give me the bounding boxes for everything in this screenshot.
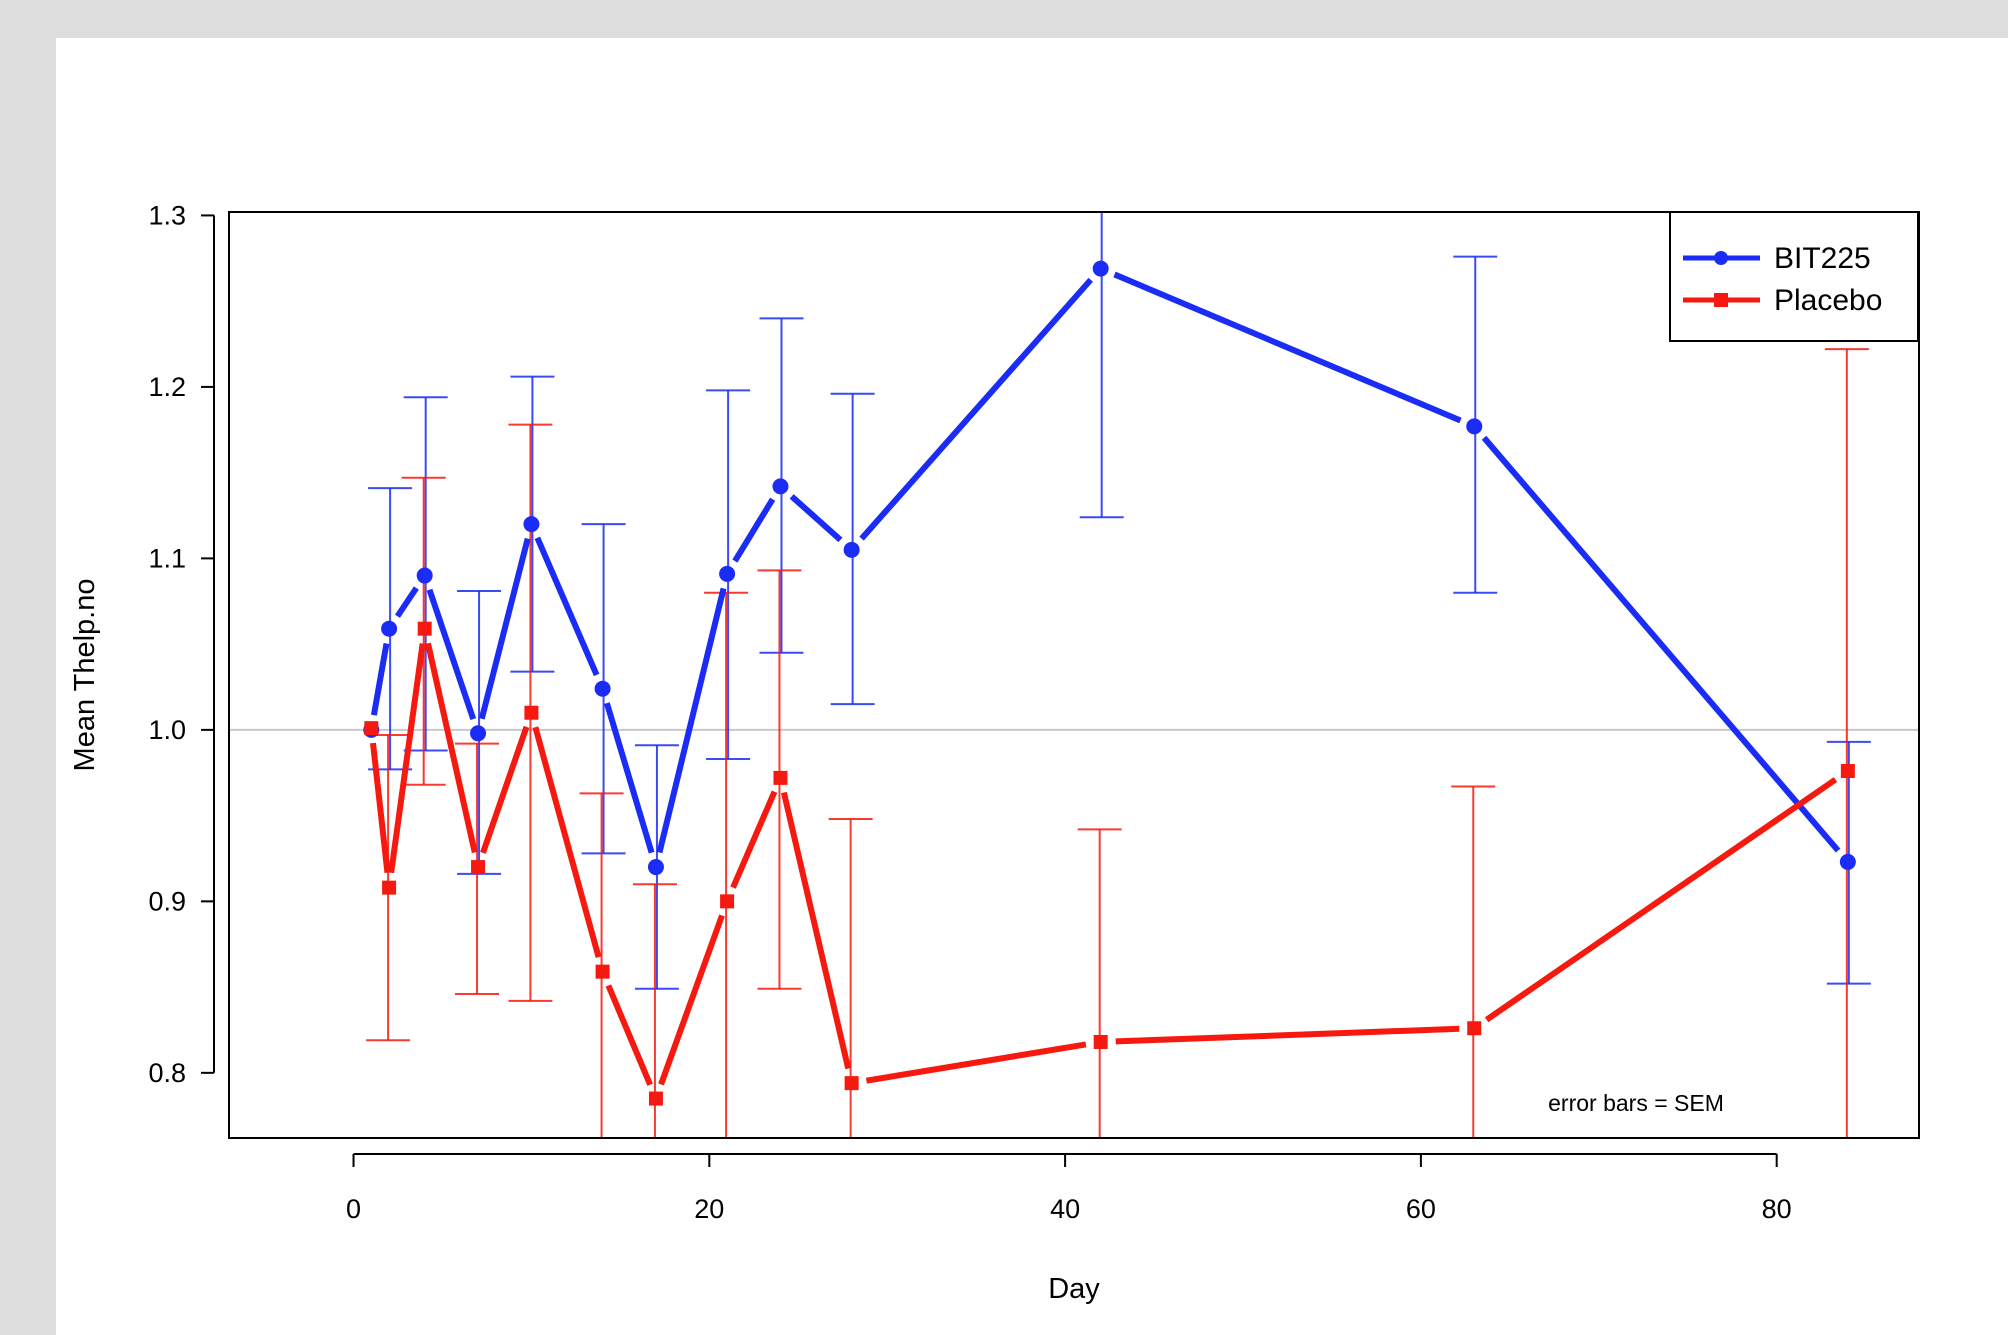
series-line-bit225 (732, 497, 776, 563)
y-tick-label: 1.2 (148, 372, 186, 402)
x-tick-label: 20 (694, 1194, 724, 1224)
legend-marker-placebo (1714, 293, 1728, 307)
y-tick-label: 0.8 (148, 1058, 186, 1088)
series-line-placebo (658, 914, 725, 1086)
x-tick-label: 0 (346, 1194, 361, 1224)
error-bars-note: error bars = SEM (1548, 1090, 1724, 1116)
series-line-placebo (369, 742, 391, 874)
point-placebo (382, 880, 397, 895)
point-placebo (1840, 764, 1855, 779)
series-line-placebo (388, 643, 426, 874)
y-tick-label: 0.9 (148, 886, 186, 916)
series-line-placebo (865, 1041, 1087, 1084)
series-line-placebo (780, 791, 852, 1070)
x-tick-label: 40 (1050, 1194, 1080, 1224)
point-bit225 (1092, 260, 1109, 277)
series-line-bit225 (1113, 271, 1462, 424)
point-placebo (773, 770, 788, 785)
series-line-bit225 (370, 642, 390, 716)
point-bit225 (719, 565, 736, 582)
point-bit225 (594, 680, 611, 697)
point-placebo (648, 1091, 663, 1106)
point-bit225 (470, 725, 487, 742)
point-placebo (1467, 1021, 1482, 1036)
point-placebo (524, 705, 539, 720)
x-tick-label: 80 (1762, 1194, 1792, 1224)
series-line-bit225 (789, 494, 843, 543)
series-line-bit225 (478, 537, 531, 720)
x-tick-label: 60 (1406, 1194, 1436, 1224)
point-bit225 (381, 620, 398, 637)
y-tick-label: 1.3 (148, 200, 186, 230)
point-bit225 (1839, 853, 1856, 870)
point-bit225 (1466, 418, 1483, 435)
series-line-placebo (605, 984, 653, 1086)
point-placebo (364, 721, 379, 736)
series-line-placebo (730, 790, 778, 889)
x-axis-label: Day (1048, 1273, 1100, 1305)
point-placebo (471, 860, 486, 875)
point-bit225 (843, 541, 860, 558)
series-line-placebo (425, 642, 478, 854)
series-line-bit225 (604, 702, 655, 854)
legend: BIT225 Placebo (1669, 211, 1919, 342)
point-placebo (1093, 1034, 1108, 1049)
point-placebo (844, 1076, 859, 1091)
series-line-placebo (1484, 777, 1838, 1023)
series-line-bit225 (859, 277, 1093, 541)
point-placebo (417, 621, 432, 636)
point-placebo (595, 964, 610, 979)
series-line-placebo (532, 726, 602, 958)
point-bit225 (647, 859, 664, 876)
point-bit225 (772, 478, 789, 495)
series-line-placebo (1115, 1025, 1460, 1045)
legend-marker-bit225 (1714, 251, 1728, 265)
plot-border (228, 211, 1920, 1139)
series-line-placebo (480, 725, 530, 854)
legend-label-bit225: BIT225 (1774, 242, 1871, 275)
y-tick-label: 1.0 (148, 715, 186, 745)
point-bit225 (416, 567, 433, 584)
point-placebo (720, 894, 735, 909)
y-tick-label: 1.1 (148, 543, 186, 573)
series-line-bit225 (394, 586, 419, 618)
y-axis-label: Mean Thelp.no (69, 579, 101, 772)
series-line-bit225 (656, 587, 727, 854)
point-bit225 (523, 516, 540, 533)
legend-box (1669, 211, 1919, 342)
series-line-bit225 (1481, 435, 1841, 853)
series-line-bit225 (534, 536, 600, 677)
series-line-bit225 (426, 588, 477, 721)
legend-label-placebo: Placebo (1774, 284, 1882, 317)
